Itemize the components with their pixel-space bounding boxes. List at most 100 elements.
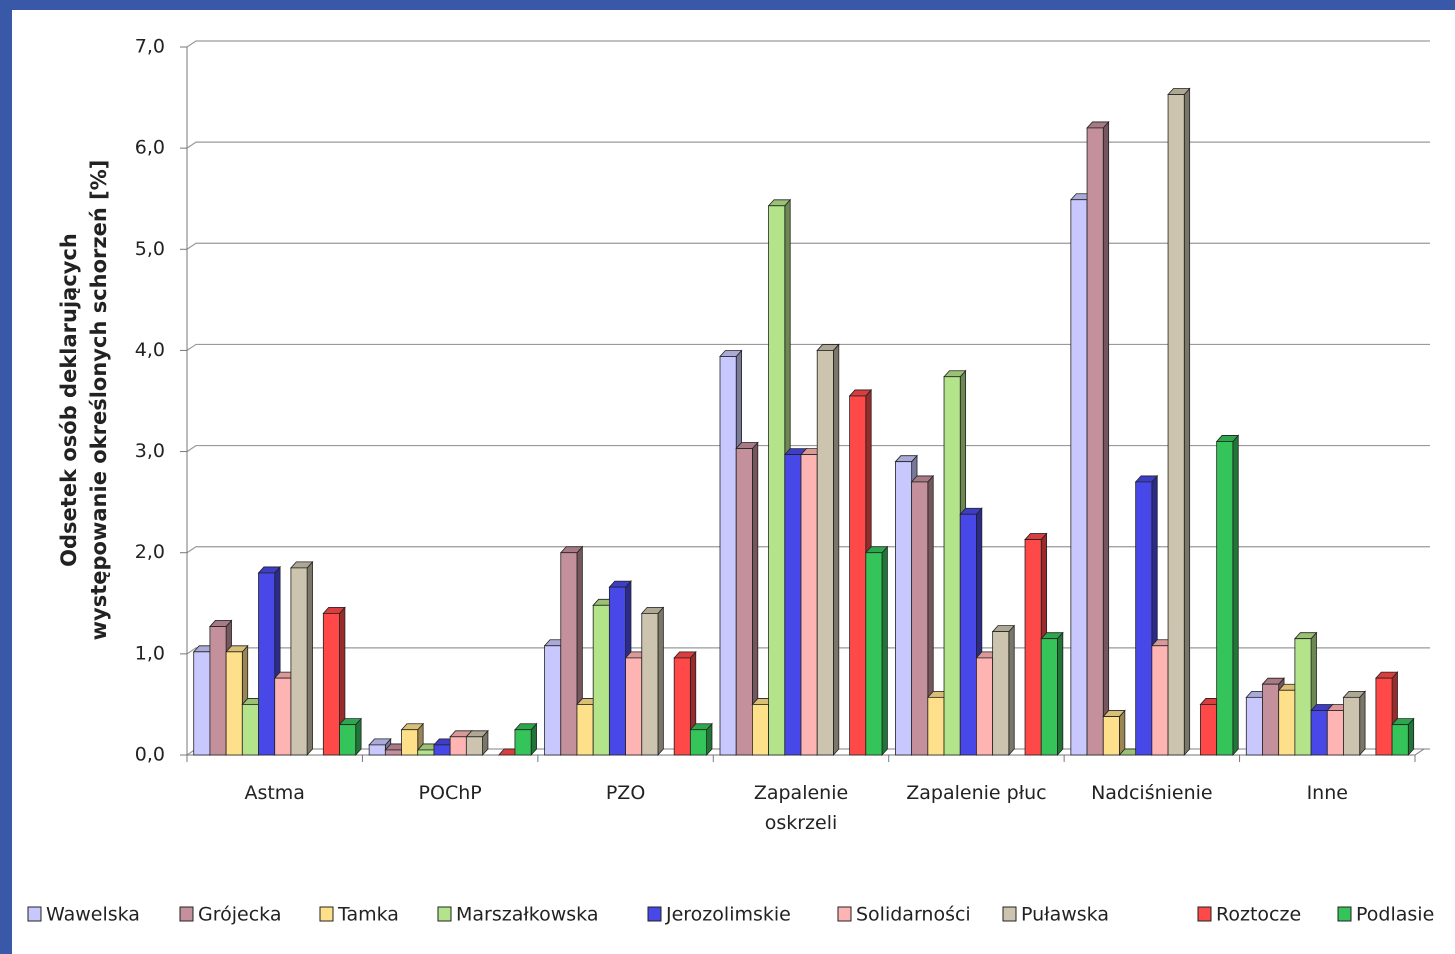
bar — [1167, 87, 1191, 757]
bar — [1342, 690, 1366, 757]
bar-front — [592, 604, 610, 756]
bar — [991, 624, 1016, 757]
grid-line — [186, 242, 1430, 250]
bar-front — [768, 205, 786, 756]
bar-front — [544, 645, 562, 756]
y-tick-label: 1,0 — [135, 642, 165, 664]
bar-front — [911, 481, 929, 756]
bar-front — [290, 567, 308, 756]
bar-front — [1102, 716, 1120, 756]
bar-front — [689, 729, 707, 756]
bar — [735, 441, 759, 757]
grid-line — [186, 647, 1430, 655]
bar-front — [417, 749, 435, 756]
bar — [1086, 120, 1110, 757]
y-axis-title-line: Odsetek osób deklarujących — [57, 233, 81, 567]
bar-side — [1183, 87, 1191, 757]
left-border — [0, 0, 12, 954]
bar-front — [1262, 683, 1280, 756]
bar-front — [576, 704, 594, 756]
bar — [514, 722, 538, 757]
bar-front — [1200, 704, 1218, 756]
bar-front — [800, 454, 818, 756]
bar-front — [465, 736, 483, 756]
x-tick-label: Zapalenie płuc — [906, 782, 1047, 804]
bar-side — [881, 545, 888, 757]
bar-side — [306, 560, 313, 757]
bar-front — [1167, 94, 1185, 756]
y-tick-label: 3,0 — [135, 440, 165, 462]
bar-front — [339, 724, 357, 756]
bar-side — [1232, 434, 1239, 757]
grid-line — [186, 343, 1430, 351]
bar — [1040, 631, 1064, 757]
bar — [1391, 717, 1415, 757]
legend-swatch — [27, 906, 42, 922]
bar-front — [241, 704, 259, 756]
bar-front — [943, 376, 961, 756]
bar — [640, 606, 665, 757]
bar-front — [1024, 539, 1042, 756]
bar-front — [322, 613, 340, 756]
bar-front — [1294, 638, 1312, 756]
bar-front — [1391, 724, 1409, 756]
legend-swatch — [1197, 906, 1212, 922]
x-tick-label: Inne — [1306, 782, 1348, 804]
x-tick-label: Zapalenie oskrzeli — [753, 782, 849, 834]
bar-front — [1040, 638, 1058, 756]
bar-front — [225, 651, 243, 756]
bar-front — [1375, 677, 1393, 756]
bar-front — [625, 657, 643, 756]
bar-front — [193, 651, 211, 756]
bar-front — [401, 729, 419, 756]
bar-front — [1151, 645, 1169, 756]
bar-side — [657, 606, 664, 757]
bar — [689, 722, 713, 757]
bar-front — [784, 454, 802, 756]
bar-front — [258, 572, 276, 756]
bar-front — [752, 704, 770, 756]
legend-label: Grójecka — [198, 904, 281, 926]
bar-front — [368, 744, 386, 756]
bar-front — [274, 677, 292, 756]
bar-front — [514, 729, 532, 756]
y-axis-title-line: występowanie określonych schorzeń [%] — [87, 160, 111, 641]
bar — [338, 717, 363, 757]
bar — [322, 606, 346, 757]
y-tick-label: 0,0 — [135, 744, 165, 766]
bar-front — [959, 513, 977, 756]
bar-front — [1310, 710, 1328, 756]
y-tick-label: 7,0 — [135, 36, 165, 58]
bar-front — [1326, 710, 1344, 756]
bar — [1102, 709, 1126, 757]
bar-front — [1245, 696, 1263, 756]
bar-front — [384, 749, 402, 756]
bar-front — [1070, 199, 1088, 756]
y-tick-label: 6,0 — [135, 137, 165, 159]
legend-label: Tamka — [337, 904, 399, 926]
bar-front — [816, 350, 834, 756]
bar-front — [735, 448, 753, 756]
legend-swatch — [647, 906, 662, 922]
bar-side — [1359, 690, 1366, 757]
legend-label: Roztocze — [1216, 904, 1301, 926]
grid-line — [186, 444, 1430, 453]
bar-front — [719, 356, 737, 756]
y-tick-label: 5,0 — [135, 238, 165, 260]
bar-front — [895, 461, 913, 756]
bar-front — [433, 744, 451, 756]
bar-front — [641, 613, 659, 756]
legend-label: Jerozolimskie — [665, 904, 791, 926]
bar-side — [833, 343, 840, 757]
bar — [910, 474, 935, 757]
bar-front — [673, 657, 691, 756]
legend-label: Solidarności — [856, 904, 971, 926]
bar-front — [1343, 696, 1361, 756]
grid-line — [186, 40, 1430, 48]
legend-swatch — [319, 906, 334, 922]
y-axis-title: Odsetek osób deklarujących występowanie … — [57, 160, 111, 641]
bar — [465, 729, 489, 757]
legend-swatch — [437, 906, 452, 922]
bar-side — [1119, 709, 1126, 757]
